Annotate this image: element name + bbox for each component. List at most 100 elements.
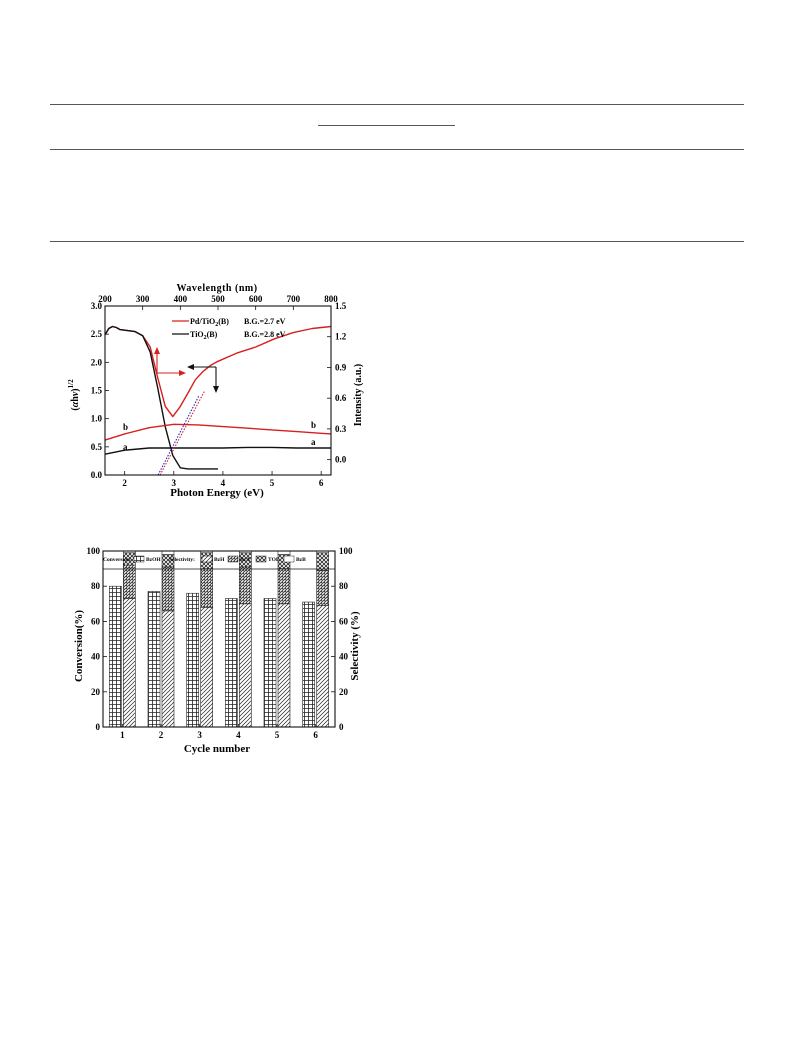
bar-selectivity-bza xyxy=(277,568,291,605)
chart1-frame xyxy=(104,305,332,476)
chart2-xlabel: Cycle number xyxy=(184,743,250,755)
y-tick-label: 2.0 xyxy=(91,357,103,367)
bar-selectivity-bzb xyxy=(277,550,291,555)
right-y-tick-label: 0.0 xyxy=(335,455,347,465)
legend-conversion-title: Conversion: xyxy=(103,557,132,563)
tangent-line-1 xyxy=(159,391,205,476)
chart2-frame xyxy=(102,550,336,728)
bar-selectivity-bza xyxy=(316,570,329,606)
x-tick-label: 3 xyxy=(197,730,202,740)
y-tick-label: 0.0 xyxy=(91,470,103,480)
bar-selectivity-bza xyxy=(200,568,213,608)
top-x-tick-label: 700 xyxy=(287,294,301,304)
right-y-tick-label: 0.3 xyxy=(335,424,347,434)
chart1-ylabel: (αhν)1/2 xyxy=(67,379,81,411)
y-tick-label: 3.0 xyxy=(91,301,103,311)
bar-selectivity-tol xyxy=(123,552,136,566)
axis-indicator-arrows xyxy=(154,347,219,393)
bar-selectivity-bzh xyxy=(316,605,329,728)
chart1-top-xlabel: Wavelength (nm) xyxy=(176,283,257,294)
tangent-line-0 xyxy=(157,394,200,476)
right-y-tick-label: 0.9 xyxy=(335,362,347,372)
x-tick-label: 6 xyxy=(313,730,318,740)
bar-selectivity-bza xyxy=(239,566,252,605)
chart1-xlabel: Photon Energy (eV) xyxy=(170,487,264,499)
right-y-tick-label: 20 xyxy=(339,687,349,697)
y-tick-label: 60 xyxy=(91,616,101,626)
legend-pd-tio2-bandgap: B.G.=2.7 eV xyxy=(244,317,286,326)
y-tick-label: 100 xyxy=(87,546,101,556)
y-tick-label: 20 xyxy=(91,687,101,697)
legend-selectivity-title: Selectivity: xyxy=(169,557,195,563)
legend-tio2-bandgap: B.G.=2.8 eV xyxy=(244,330,286,339)
bar-conversion xyxy=(109,585,122,728)
y-tick-label: 0 xyxy=(96,722,101,732)
bar-selectivity-bzh xyxy=(239,603,252,728)
bar-conversion xyxy=(225,598,238,728)
y-tick-label: 80 xyxy=(91,581,101,591)
bar-conversion xyxy=(186,592,199,728)
legend-pd-tio2-label: Pd/TiO2(B) xyxy=(190,317,229,328)
bar-selectivity-bzb xyxy=(239,550,252,554)
top-x-tick-label: 600 xyxy=(249,294,263,304)
right-y-tick-label: 40 xyxy=(339,652,349,662)
top-x-tick-label: 400 xyxy=(174,294,188,304)
right-y-tick-label: 60 xyxy=(339,616,349,626)
right-y-tick-label: 0 xyxy=(339,722,344,732)
table-header-rule xyxy=(50,149,744,150)
x-tick-label: 6 xyxy=(319,478,324,488)
x-tick-label: 3 xyxy=(172,478,177,488)
series-line-2 xyxy=(104,423,332,441)
curve-label-b-right: b xyxy=(311,420,316,430)
y-tick-label: 2.5 xyxy=(91,329,103,339)
bar-conversion xyxy=(263,598,277,728)
chart2-ylabel: Conversion(%) xyxy=(73,610,85,682)
x-tick-label: 5 xyxy=(270,478,275,488)
curve-label-a-left: a xyxy=(123,442,128,452)
legend-item-bzoh: BzOH xyxy=(146,557,161,563)
curve-label-b-left: b xyxy=(123,422,128,432)
x-tick-label: 5 xyxy=(275,730,280,740)
x-tick-label: 4 xyxy=(236,730,241,740)
right-y-tick-label: 80 xyxy=(339,581,349,591)
bar-conversion xyxy=(302,601,315,728)
bar-selectivity-bzh xyxy=(277,603,291,728)
y-tick-label: 1.0 xyxy=(91,414,103,424)
legend-item-bzb: BzB xyxy=(296,557,306,563)
top-x-tick-label: 200 xyxy=(98,294,112,304)
legend-item-bzh: BzH xyxy=(214,557,225,563)
top-x-tick-label: 300 xyxy=(136,294,150,304)
bar-selectivity-bzh xyxy=(123,598,136,728)
x-tick-label: 2 xyxy=(122,478,127,488)
chart2-right-ylabel: Selectivity (%) xyxy=(349,611,361,681)
curve-label-a-right: a xyxy=(311,437,316,447)
right-y-tick-label: 100 xyxy=(339,546,353,556)
bar-selectivity-tol xyxy=(161,554,175,568)
series-line-0 xyxy=(104,325,332,418)
bar-legend: Conversion: BzOH Selectivity: BzH BzA TO… xyxy=(103,555,306,563)
bar-selectivity-tol xyxy=(239,552,252,568)
legend: Pd/TiO2(B) B.G.=2.7 eV TiO2(B) B.G.=2.8 … xyxy=(172,317,286,341)
bar-selectivity-bzb xyxy=(316,550,329,554)
x-tick-label: 1 xyxy=(120,730,125,740)
table-bottom-rule xyxy=(50,241,744,242)
y-tick-label: 1.5 xyxy=(91,386,103,396)
series-line-3 xyxy=(104,446,331,455)
right-y-tick-label: 1.2 xyxy=(335,332,347,342)
chart1-right-ylabel: Intensity (a.u.) xyxy=(353,364,364,427)
top-x-tick-label: 500 xyxy=(211,294,225,304)
legend-tio2-label: TiO2(B) xyxy=(190,330,218,341)
bar-selectivity-bzh xyxy=(161,610,175,728)
right-y-tick-label: 0.6 xyxy=(335,393,347,403)
y-tick-label: 40 xyxy=(91,652,101,662)
bar-selectivity-bza xyxy=(161,566,175,612)
table-top-rule xyxy=(50,104,744,105)
bar-selectivity-bzb xyxy=(123,550,136,554)
legend-item-tol: TOL xyxy=(268,557,280,563)
bar-selectivity-bzb xyxy=(200,550,213,554)
y-tick-label: 0.5 xyxy=(91,442,103,452)
bar-selectivity-bza xyxy=(123,564,136,599)
bar-selectivity-tol xyxy=(316,552,329,571)
